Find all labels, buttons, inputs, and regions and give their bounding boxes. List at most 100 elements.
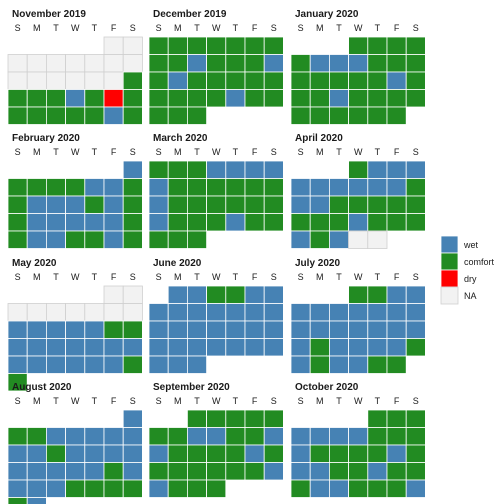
day-cell — [122, 320, 143, 339]
day-cell — [26, 338, 47, 357]
day-cell — [46, 462, 67, 481]
day-cell — [290, 71, 311, 90]
day-cell — [367, 444, 388, 463]
weekday-label: M — [316, 272, 324, 282]
day-cell — [65, 71, 86, 90]
day-cell — [367, 178, 388, 197]
day-cell — [328, 230, 349, 249]
weekday-label: T — [92, 272, 98, 282]
weekday-label: T — [194, 23, 200, 33]
day-cell — [103, 195, 124, 214]
day-cell — [206, 178, 227, 197]
day-cell — [225, 285, 246, 304]
day-cell — [46, 444, 67, 463]
weekday-label: F — [111, 147, 117, 157]
day-cell — [405, 178, 426, 197]
day-cell — [26, 320, 47, 339]
day-cell — [122, 178, 143, 197]
day-cell — [186, 285, 207, 304]
day-cell — [65, 89, 86, 108]
day-cell — [46, 338, 67, 357]
day-cell — [263, 462, 284, 481]
day-cell — [386, 427, 407, 446]
day-cell — [225, 71, 246, 90]
day-cell — [328, 462, 349, 481]
day-cell — [290, 320, 311, 339]
day-cell — [367, 462, 388, 481]
weekday-label: S — [156, 147, 162, 157]
day-cell — [186, 106, 207, 125]
day-cell — [84, 71, 105, 90]
day-cell — [328, 89, 349, 108]
day-cell — [26, 54, 47, 73]
day-cell — [263, 89, 284, 108]
day-cell — [167, 178, 188, 197]
month-panel: November 2019 S M T W T F S — [7, 9, 143, 125]
day-cell — [309, 106, 330, 125]
day-cell — [386, 106, 407, 125]
day-cell — [122, 195, 143, 214]
day-cell — [148, 71, 169, 90]
day-cell — [46, 320, 67, 339]
day-cell — [244, 54, 265, 73]
day-cell — [103, 355, 124, 374]
legend-swatch — [440, 252, 459, 271]
day-cell — [167, 160, 188, 179]
day-cell — [103, 89, 124, 108]
day-cell — [148, 427, 169, 446]
day-cell — [405, 71, 426, 90]
day-cell — [405, 462, 426, 481]
day-cell — [26, 427, 47, 446]
weekday-label: M — [174, 147, 182, 157]
weekday-label: S — [271, 396, 277, 406]
weekday-label: S — [271, 147, 277, 157]
weekday-label: T — [233, 23, 239, 33]
day-cell — [122, 36, 143, 55]
day-cell — [263, 178, 284, 197]
day-cell — [122, 444, 143, 463]
day-cell — [46, 71, 67, 90]
month-title: May 2020 — [12, 258, 57, 269]
day-cell — [7, 444, 28, 463]
day-cell — [46, 355, 67, 374]
day-cell — [122, 462, 143, 481]
day-cell — [386, 213, 407, 232]
day-cell — [26, 230, 47, 249]
day-cell — [244, 285, 265, 304]
day-cell — [328, 106, 349, 125]
day-cell — [290, 355, 311, 374]
day-cell — [148, 338, 169, 357]
day-cell — [26, 497, 47, 504]
day-cell — [386, 338, 407, 357]
weekday-label: F — [394, 147, 400, 157]
day-cell — [367, 195, 388, 214]
day-cell — [122, 71, 143, 90]
weekday-label: M — [174, 272, 182, 282]
day-cell — [348, 479, 369, 498]
day-cell — [290, 462, 311, 481]
day-cell — [263, 160, 284, 179]
day-cell — [148, 195, 169, 214]
day-cell — [244, 71, 265, 90]
day-cell — [263, 303, 284, 322]
day-cell — [405, 338, 426, 357]
day-cell — [367, 36, 388, 55]
weekday-label: S — [413, 23, 419, 33]
weekday-label: T — [92, 396, 98, 406]
day-cell — [348, 444, 369, 463]
day-cell — [386, 160, 407, 179]
day-cell — [186, 195, 207, 214]
weekday-label: S — [298, 147, 304, 157]
day-cell — [148, 230, 169, 249]
weekday-label: F — [111, 23, 117, 33]
day-cell — [244, 89, 265, 108]
day-cell — [167, 444, 188, 463]
weekday-label: S — [156, 396, 162, 406]
day-cell — [244, 409, 265, 428]
day-cell — [186, 213, 207, 232]
day-cell — [225, 462, 246, 481]
day-cell — [65, 303, 86, 322]
day-cell — [46, 106, 67, 125]
month-title: April 2020 — [295, 133, 343, 144]
day-cell — [386, 54, 407, 73]
